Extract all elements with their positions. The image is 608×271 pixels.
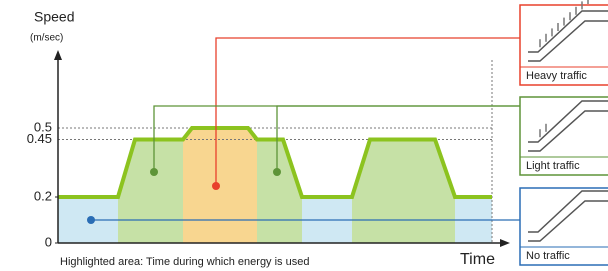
y-tick-label: 0.5 [34,119,52,134]
energy-area [183,128,257,243]
mode-label: Heavy traffic [526,70,587,82]
y-axis-unit: (m/sec) [30,33,63,44]
y-tick-label: 0.2 [34,188,52,203]
x-arrow [500,239,510,247]
marker-dot [212,182,220,190]
y-tick-label: 0 [45,234,52,249]
mode-label: Light traffic [526,160,580,172]
marker-dot [150,168,158,176]
marker-dot [273,168,281,176]
y-axis-label: Speed [34,9,74,25]
mode-label: No traffic [526,250,570,262]
y-arrow [54,50,62,60]
caption: Highlighted area: Time during which ener… [60,256,309,268]
marker-dot [87,216,95,224]
x-axis-label: Time [460,251,495,268]
diagram: Speed (m/sec) Time Highlighted area: Tim… [0,0,608,271]
